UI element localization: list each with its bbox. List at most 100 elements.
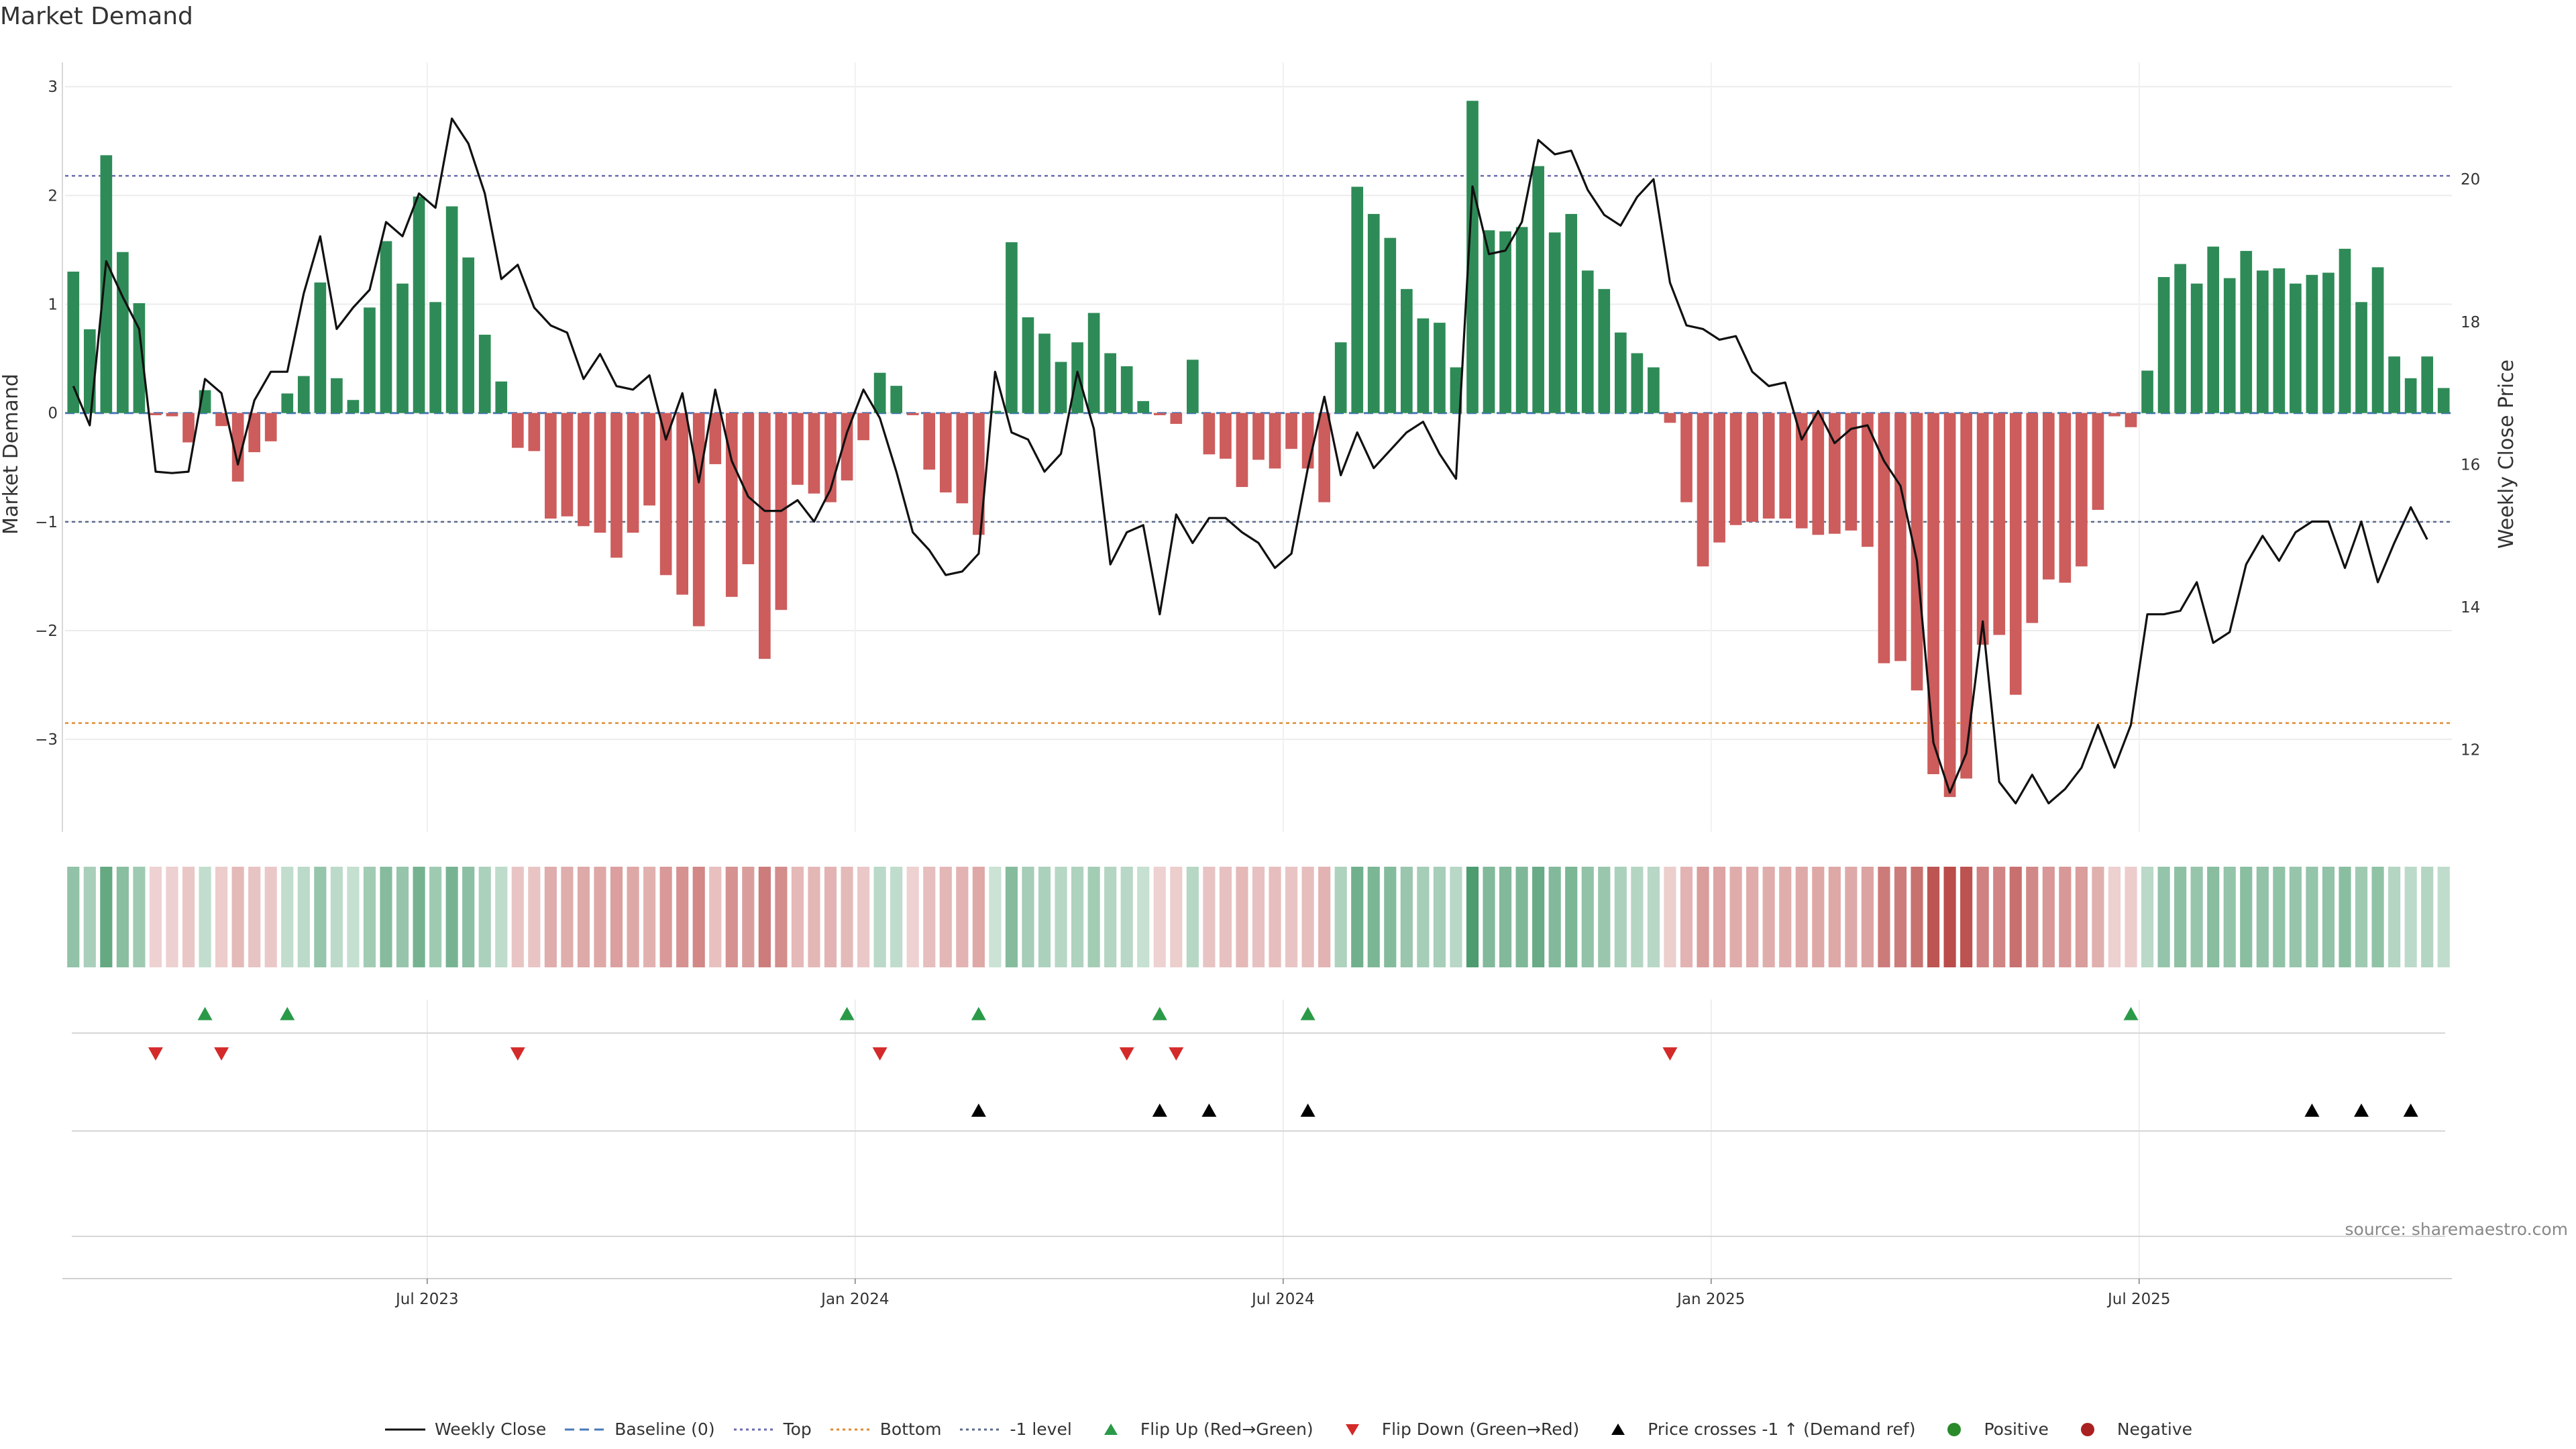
demand-bar [676, 413, 689, 595]
demand-heat-cell [314, 867, 327, 967]
demand-bar [2290, 283, 2302, 413]
demand-heat-cell [1104, 867, 1117, 967]
demand-bar [1878, 413, 1890, 663]
demand-heat-cell [2059, 867, 2072, 967]
demand-heat-cell [758, 867, 771, 967]
legend-symbol [565, 1428, 606, 1430]
demand-bar [511, 413, 524, 448]
legend-label: Baseline (0) [614, 1419, 715, 1439]
demand-heat-cell [1614, 867, 1627, 967]
demand-bar [906, 413, 919, 415]
demand-bar [725, 413, 738, 597]
demand-bar [2421, 356, 2434, 413]
demand-bar [2240, 251, 2253, 413]
legend-symbol [1104, 1423, 1118, 1435]
demand-bar [2076, 413, 2088, 567]
demand-heat-cell [1318, 867, 1331, 967]
demand-heat-cell [1499, 867, 1512, 967]
demand-bar [1581, 270, 1594, 413]
demand-heat-cell [643, 867, 656, 967]
chart-title: Market Demand [0, 3, 193, 30]
demand-heat-cell [1120, 867, 1133, 967]
demand-bar [1795, 413, 1808, 529]
demand-heat-cell [1647, 867, 1660, 967]
source-note: source: sharemaestro.com [2345, 1220, 2569, 1239]
demand-bar [1450, 367, 1462, 413]
legend-item: Weekly Close [384, 1419, 546, 1439]
demand-bar [462, 257, 475, 413]
legend-label: Bottom [879, 1419, 942, 1439]
legend-label: Flip Up (Red→Green) [1140, 1419, 1313, 1439]
demand-bar [495, 381, 508, 413]
demand-bar [643, 413, 655, 506]
demand-heat-cell [1878, 867, 1890, 967]
demand-heat-cell [1565, 867, 1578, 967]
demand-heat-cell [1861, 867, 1874, 967]
demand-heat-cell [1285, 867, 1298, 967]
demand-heat-cell [939, 867, 952, 967]
demand-bar [396, 283, 409, 413]
demand-bar [1318, 413, 1330, 502]
demand-heat-cell [445, 867, 458, 967]
demand-heat-cell [791, 867, 804, 967]
demand-bar [610, 413, 623, 558]
legend-item: Flip Up (Red→Green) [1089, 1419, 1313, 1439]
demand-bar [1285, 413, 1297, 449]
demand-heat-cell [1351, 867, 1364, 967]
y-left-tick-label: 2 [48, 187, 58, 205]
demand-bar [67, 271, 80, 413]
demand-bar [2207, 246, 2220, 413]
x-tick-label: Jan 2025 [1676, 1291, 1745, 1308]
demand-bar [347, 400, 360, 413]
flip-up-marker [971, 1007, 986, 1020]
legend-symbol [733, 1428, 774, 1430]
legend-triangle-down [1345, 1424, 1359, 1436]
demand-bar [2355, 302, 2367, 413]
demand-heat-cell [676, 867, 689, 967]
legend-item: Baseline (0) [564, 1419, 715, 1439]
demand-bar [2339, 248, 2351, 413]
demand-heat-cell [67, 867, 80, 967]
demand-bar [2388, 356, 2400, 413]
price-cross-marker [2304, 1104, 2320, 1117]
demand-bar [2437, 388, 2450, 413]
demand-bar [1334, 342, 1347, 413]
demand-bar [857, 413, 869, 441]
weekly-close-line [72, 117, 2428, 805]
legend-triangle-up [1104, 1423, 1118, 1435]
demand-bar [215, 413, 227, 427]
price-cross-marker [971, 1104, 986, 1117]
demand-heat-cell [231, 867, 244, 967]
demand-bar [2125, 413, 2137, 427]
demand-heat-cell [2042, 867, 2055, 967]
demand-bar [2322, 272, 2334, 413]
demand-bar [1960, 413, 1972, 779]
demand-heat-cell [1186, 867, 1199, 967]
demand-bar [1220, 413, 1232, 459]
demand-heat-cell [2404, 867, 2417, 967]
demand-heat-cell [264, 867, 277, 967]
demand-bar [1252, 413, 1265, 460]
demand-bar [956, 413, 969, 504]
demand-bar [1434, 323, 1446, 413]
demand-heat-cell [2371, 867, 2384, 967]
demand-heat-cell [83, 867, 96, 967]
demand-heat-cell [1828, 867, 1841, 967]
legend-item: Negative [2066, 1419, 2192, 1439]
demand-bar [1104, 353, 1116, 413]
demand-heat-cell [495, 867, 508, 967]
demand-heat-cell [906, 867, 919, 967]
demand-heat-cell [248, 867, 261, 967]
demand-heat-cell [1005, 867, 1018, 967]
demand-heat-cell [297, 867, 310, 967]
demand-bar [1729, 413, 1742, 525]
demand-bar [1301, 413, 1314, 469]
demand-bar [2141, 370, 2153, 413]
price-cross-marker [1152, 1104, 1167, 1117]
demand-bar [1236, 413, 1248, 487]
demand-heat-cell [1252, 867, 1265, 967]
demand-heat-cell [1170, 867, 1183, 967]
demand-heat-cell [462, 867, 475, 967]
demand-bar [528, 413, 541, 451]
demand-bar [1483, 230, 1495, 413]
